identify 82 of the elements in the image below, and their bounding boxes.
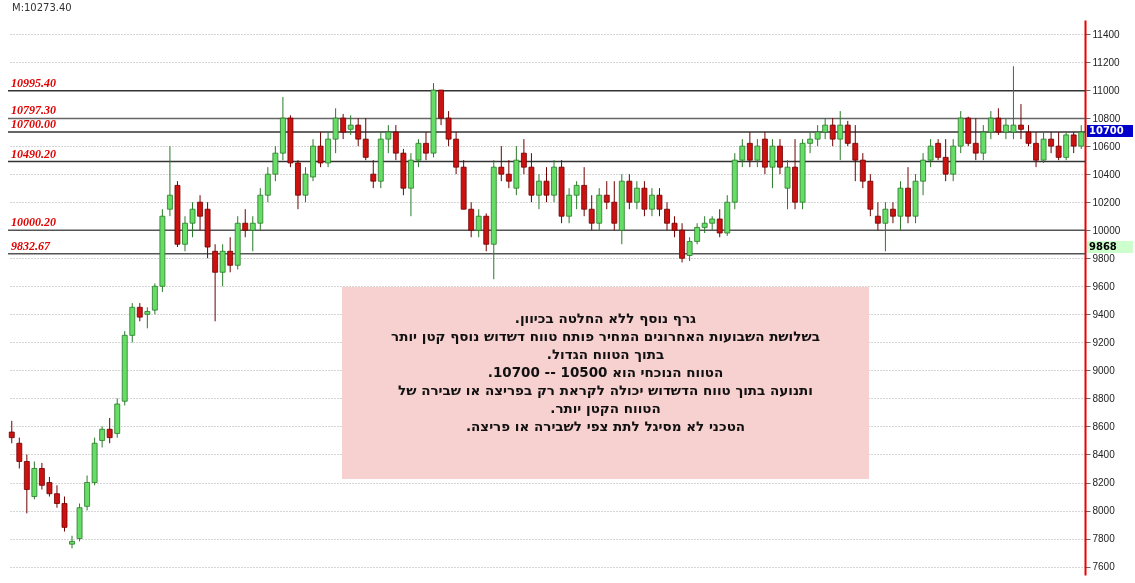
candlestick: [942, 138, 949, 182]
candlestick: [317, 131, 324, 168]
candlestick: [505, 159, 512, 189]
y-tick-label: 8400: [1092, 448, 1116, 460]
candlestick: [649, 187, 655, 217]
y-tick-label: 9400: [1092, 308, 1116, 320]
candlestick: [16, 437, 23, 469]
ref-line-label: 10797.30: [11, 103, 56, 118]
y-tick-label: 11200: [1092, 56, 1120, 68]
candlestick: [980, 124, 987, 161]
candlestick: [355, 117, 362, 147]
candlestick: [1078, 124, 1085, 150]
y-tick-label: 9000: [1092, 364, 1116, 376]
candlestick: [227, 236, 234, 273]
candlestick: [99, 425, 106, 448]
candlestick: [716, 208, 723, 238]
y-tick-label: 8600: [1092, 420, 1116, 432]
y-tick-label: 11400: [1092, 28, 1120, 40]
candlestick: [754, 138, 761, 168]
y-tick-label: 9600: [1092, 280, 1116, 292]
y-tick-label: 10200: [1092, 196, 1121, 208]
text: M:10273.40: [12, 2, 72, 13]
y-tick-label: 7600: [1092, 561, 1116, 573]
candlestick: [890, 201, 896, 224]
candlestick: [746, 131, 753, 168]
candlestick: [882, 201, 889, 252]
y-tick-label: 11000: [1092, 84, 1120, 96]
y-tick-label: 9800: [1092, 252, 1116, 264]
candlestick: [423, 131, 429, 161]
y-tick-label: 10600: [1092, 140, 1121, 152]
candlestick: [242, 208, 249, 238]
candlestick: [536, 173, 542, 210]
candlestick: [543, 166, 550, 203]
ref-line-label: 10000.20: [11, 215, 56, 230]
candlestick: [144, 306, 151, 329]
candlestick: [498, 145, 505, 182]
candlestick: [69, 535, 75, 549]
candlestick: [837, 110, 844, 161]
candlestick: [212, 243, 219, 322]
candlestick: [106, 417, 113, 444]
y-tick-label: 10000: [1092, 224, 1121, 236]
candlestick: [874, 201, 881, 231]
candlestick: [167, 145, 173, 217]
candlestick: [581, 166, 588, 217]
candlestick: [1070, 131, 1077, 154]
candlestick: [347, 114, 354, 136]
y-tick-label: 7800: [1092, 533, 1116, 545]
candlestick: [340, 113, 347, 140]
candlestick: [8, 420, 15, 444]
ref-line-label: 10700.00: [11, 117, 56, 132]
text-box: גרף נוסף ללא החלטה בכיוון. בשלושת השבועות האחרונים המחיר פותח טווח דשדוש נוסף קטן יותר בתוך הטווח הגדול. הטווח הנוכחי הוא 10500 -- 10700. ותנועה בתוך טווח הדשדוש יכולה לקראת רק בפריצה או שבירה של הטווח הקטן יותר. הטכני לא מסיגל לתת צפי לשבירה או פריצה.: [342, 287, 869, 479]
candlestick: [972, 117, 979, 161]
y-tick-label: 10400: [1092, 168, 1121, 180]
candlestick: [633, 180, 640, 210]
ref-line-label: 10490.20: [11, 146, 56, 161]
candlestick: [987, 110, 994, 140]
candlestick: [641, 180, 648, 217]
candlestick: [1040, 131, 1047, 164]
candlestick: [829, 117, 836, 147]
y-tick-label: 10800: [1092, 112, 1121, 124]
ref-line-label: 9832.67: [11, 238, 51, 253]
candlestick: [1063, 131, 1070, 161]
candlestick: [626, 173, 633, 210]
candlestick: [136, 302, 143, 322]
y-tick-label: 8000: [1092, 505, 1116, 517]
candlestick: [370, 159, 377, 189]
text: 9868: [1087, 241, 1133, 253]
candlestick: [935, 138, 942, 161]
y-tick-label: 9200: [1092, 336, 1116, 348]
y-tick-label: 8800: [1092, 392, 1116, 404]
candlestick: [1018, 103, 1024, 140]
candlestick: [362, 117, 369, 161]
text: 10700: [1087, 125, 1133, 137]
candlestick: [588, 194, 595, 231]
candlestick: [995, 107, 1002, 136]
candlestick: [475, 208, 482, 238]
candlestick: [784, 159, 791, 210]
candlestick: [769, 138, 776, 189]
candlestick: [777, 138, 783, 175]
ref-line-label: 10995.40: [11, 75, 56, 90]
candlestick: [219, 243, 226, 287]
y-tick-label: 8200: [1092, 477, 1116, 488]
